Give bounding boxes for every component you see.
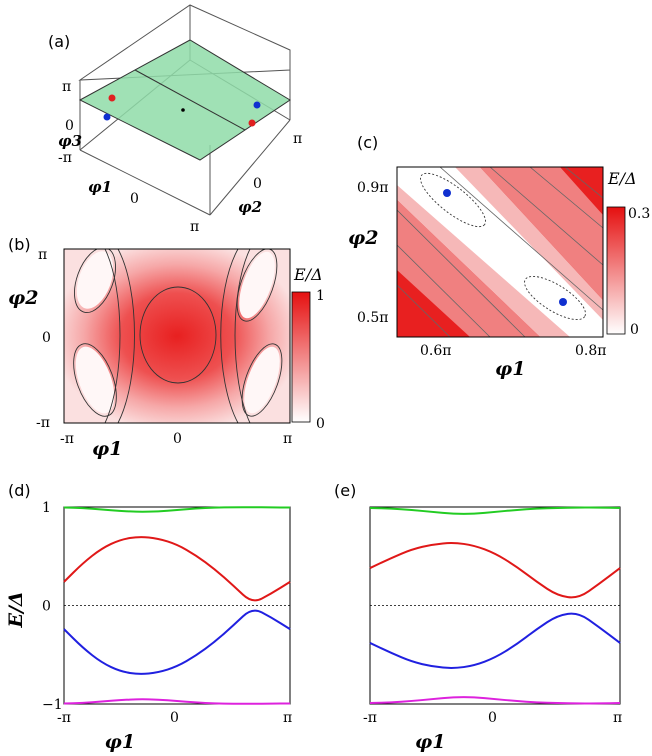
series-line xyxy=(63,536,291,602)
b-colorbar-tick: 1 xyxy=(316,288,325,304)
c-colorbar xyxy=(606,206,626,335)
zero-plane xyxy=(78,39,291,161)
panel-c-label: (c) xyxy=(357,133,378,152)
c-ylabel: φ2 xyxy=(348,227,378,249)
blue-dot xyxy=(443,189,451,197)
c-xtick: 0.6π xyxy=(420,343,451,359)
blue-dot xyxy=(103,113,111,121)
series-line xyxy=(369,542,621,599)
panel-a-label: (a) xyxy=(48,32,70,51)
x-tick-label: -π xyxy=(363,710,377,726)
red-dot xyxy=(108,94,116,102)
series-line xyxy=(63,609,291,675)
x-tick-label: -π xyxy=(57,710,71,726)
phi1-axis-label: φ1 xyxy=(88,178,112,196)
b-xtick: 0 xyxy=(173,431,182,447)
b-colorbar-title: E/Δ xyxy=(293,265,323,284)
c-colorbar-title: E/Δ xyxy=(607,169,637,188)
phi3-tick: π xyxy=(62,79,71,95)
panel-b: (b) π 0 -π φ2 -π xyxy=(8,235,325,460)
series-line xyxy=(63,698,291,705)
b-xtick: π xyxy=(283,431,292,447)
phi2-tick: π xyxy=(190,219,199,235)
b-xlabel: φ1 xyxy=(92,438,122,460)
c-xtick: 0.8π xyxy=(575,343,606,359)
c-xlabel: φ1 xyxy=(495,358,525,380)
phi2-tick: 0 xyxy=(253,176,262,192)
phi2-axis-label: φ2 xyxy=(238,198,262,216)
phi1-tick: 0 xyxy=(130,191,139,207)
panel-b-label: (b) xyxy=(8,235,31,254)
series-line xyxy=(369,506,621,515)
x-axis-label: φ1 xyxy=(105,731,135,753)
b-ytick: π xyxy=(38,247,47,263)
red-dot xyxy=(248,119,256,127)
b-ylabel: φ2 xyxy=(8,287,38,309)
phi3-axis-label: φ3 xyxy=(58,132,82,150)
panel-a: (a) π 0 -π φ3 φ1 0 π 0 π φ2 xyxy=(48,4,302,235)
panel-e-label: (e) xyxy=(334,481,356,500)
x-axis-label: φ1 xyxy=(415,731,445,753)
c-colorbar-tick: 0.3 xyxy=(628,206,650,222)
b-ytick: 0 xyxy=(42,330,51,346)
y-tick-label: −1 xyxy=(42,697,63,713)
panel-d-label: (d) xyxy=(8,481,31,500)
panel-e: (e) -π 0 π φ1 xyxy=(334,481,622,753)
y-axis-label: E/Δ xyxy=(5,591,27,628)
c-ytick: 0.9π xyxy=(357,180,388,196)
c-ytick: 0.5π xyxy=(357,310,388,326)
x-tick-label: 0 xyxy=(488,710,497,726)
b-colorbar-tick: 0 xyxy=(316,416,325,432)
panel-c: (c) 0.9π 0.5π φ2 xyxy=(348,133,650,380)
b-colorbar xyxy=(291,291,311,423)
y-tick-label: 1 xyxy=(42,500,51,516)
c-colorbar-tick: 0 xyxy=(630,322,639,338)
blue-dot xyxy=(253,101,261,109)
series-line xyxy=(369,696,621,705)
b-xtick: -π xyxy=(60,431,74,447)
x-tick-label: π xyxy=(283,710,292,726)
plot-e: -π 0 π φ1 xyxy=(363,506,622,753)
phi3-tick: 0 xyxy=(65,118,74,134)
phi2-tick: π xyxy=(293,131,302,147)
plot-d: 1 0 −1 E/Δ -π 0 π φ1 xyxy=(5,500,292,753)
phi3-tick: -π xyxy=(58,150,72,166)
b-ytick: -π xyxy=(36,415,50,431)
x-tick-label: π xyxy=(613,710,622,726)
panel-d: (d) 1 0 −1 E/Δ -π 0 π φ1 xyxy=(5,481,292,753)
y-tick-label: 0 xyxy=(42,599,51,615)
series-line xyxy=(369,612,621,669)
series-line xyxy=(63,506,291,513)
blue-dot xyxy=(559,298,567,306)
x-tick-label: 0 xyxy=(170,710,179,726)
